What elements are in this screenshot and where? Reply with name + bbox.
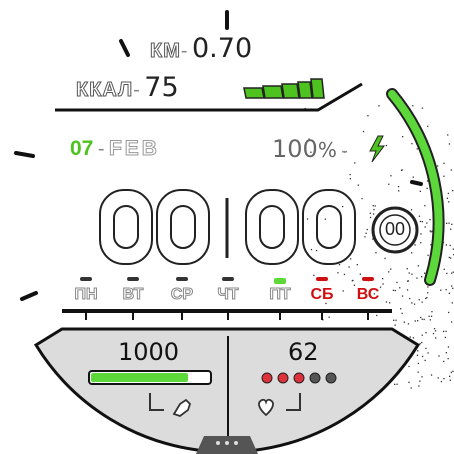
distance-value: 0.70 [192,33,253,64]
minutes-digit-1 [245,189,299,265]
heart-dot [277,372,289,384]
weekday-label: ЧТ [217,286,239,304]
heart-value: 62 [288,338,319,366]
steps-progress-fill [91,373,188,382]
tab-dots [216,441,238,445]
weekday-label: СБ [310,286,334,303]
weekday-label: ПН [74,286,98,304]
date-day: 07 [70,137,94,160]
heart-dot [261,372,273,384]
goal-arc-fill [388,90,443,284]
weekday-label: СР [170,286,194,304]
day-ruler-ticks [85,311,369,320]
heart-dot [325,372,337,384]
calories-row: ККАЛ- 75 [75,72,179,103]
shoe-icon [172,398,192,418]
steps-bracket [149,393,164,411]
calories-value: 75 [144,72,179,103]
hours-digit-1 [99,189,153,265]
heart-dot [309,372,321,384]
heart-bracket [286,393,301,411]
battery-unit: % [317,138,337,162]
distance-label: КМ [150,40,181,63]
weekday-marker [222,277,234,281]
minutes-digit-2 [302,189,356,265]
heart-dots [261,372,337,384]
battery-row: 100% - [272,135,348,163]
bolt-icon [369,135,385,163]
weekday-marker [274,278,286,284]
calories-label: ККАЛ [75,79,134,102]
weekday-marker [80,277,92,281]
date-row: 07 - FEB [70,137,160,161]
day-markers [80,277,374,284]
steps-value: 1000 [118,338,180,366]
weekday-label: ВТ [122,286,144,304]
bezel-ticks [14,10,423,301]
heart-icon [258,398,274,417]
weekday-label: ПТ [269,286,291,304]
hours-digit-2 [156,189,210,265]
time-digits [99,189,356,265]
distance-row: КМ- 0.70 [150,33,253,64]
seconds-value: 00 [384,219,406,239]
weekday-marker [176,277,188,281]
calorie-bars [243,78,325,99]
weekday-marker [362,277,374,281]
upper-divider [55,82,363,112]
date-month: FEB [108,137,160,161]
weekday-marker [316,277,328,281]
heart-dot [293,372,305,384]
weekday-marker [127,277,139,281]
weekday-label: ВС [356,286,380,303]
battery-value: 100 [272,135,318,163]
